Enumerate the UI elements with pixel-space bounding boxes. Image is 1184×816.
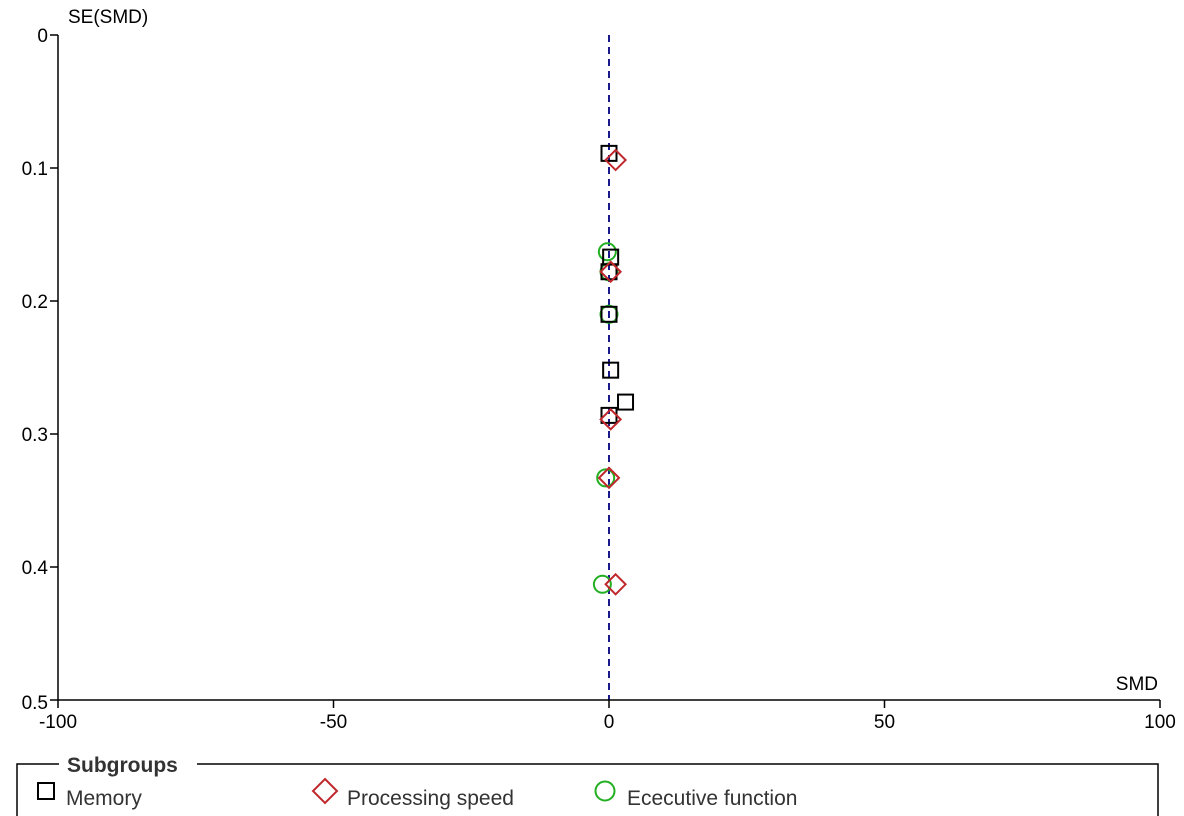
legend-item-ececutive-function: Ececutive function xyxy=(594,780,797,810)
y-tick-label: 0.5 xyxy=(22,693,48,714)
legend-item-processing-speed: Processing speed xyxy=(311,777,514,810)
data-point xyxy=(596,468,616,488)
y-tick-label: 0.4 xyxy=(22,558,49,579)
legend-label: Processing speed xyxy=(347,787,514,810)
series-memory xyxy=(600,144,635,424)
y-tick-label: 0.3 xyxy=(22,425,48,446)
y-tick-label: 0.2 xyxy=(22,292,48,313)
x-tick-label: 100 xyxy=(1144,712,1176,733)
legend-marker-square xyxy=(37,782,55,800)
x-tick-label: 50 xyxy=(874,712,895,733)
x-tick-label: -100 xyxy=(39,712,77,733)
legend-frame xyxy=(16,763,1159,816)
x-axis-title: SMD xyxy=(1116,674,1158,695)
legend-marker-diamond xyxy=(311,777,339,805)
data-point xyxy=(597,242,617,262)
x-tick-label: -50 xyxy=(320,712,347,733)
data-point xyxy=(600,305,618,323)
data-point xyxy=(602,361,620,379)
legend-label: Memory xyxy=(66,787,142,810)
plot-area xyxy=(592,35,635,700)
data-point xyxy=(604,572,628,596)
data-point xyxy=(597,466,621,490)
legend-label: Ececutive function xyxy=(627,787,797,810)
legend-item-memory: Memory xyxy=(37,782,142,810)
x-tick-label: 0 xyxy=(604,712,615,733)
data-point xyxy=(600,144,618,162)
y-tick-label: 0 xyxy=(37,26,48,47)
axes: 0 0.1 0.2 0.3 0.4 0.5-100 -50 0 50 100 SE(SMD) SMD xyxy=(22,7,1176,733)
legend-marker-circle xyxy=(594,780,616,802)
data-point xyxy=(604,148,628,172)
series-processing-speed xyxy=(597,148,628,596)
data-point xyxy=(617,393,635,411)
legend: Subgroups Memory Processing speed Ececutive… xyxy=(16,754,1159,816)
legend-title: Subgroups xyxy=(67,754,178,777)
data-point xyxy=(592,574,612,594)
data-point xyxy=(599,260,623,284)
y-axis-title: SE(SMD) xyxy=(68,7,148,28)
series-ececutive-function xyxy=(592,242,619,594)
y-tick-label: 0.1 xyxy=(22,159,48,180)
data-point xyxy=(599,407,623,431)
